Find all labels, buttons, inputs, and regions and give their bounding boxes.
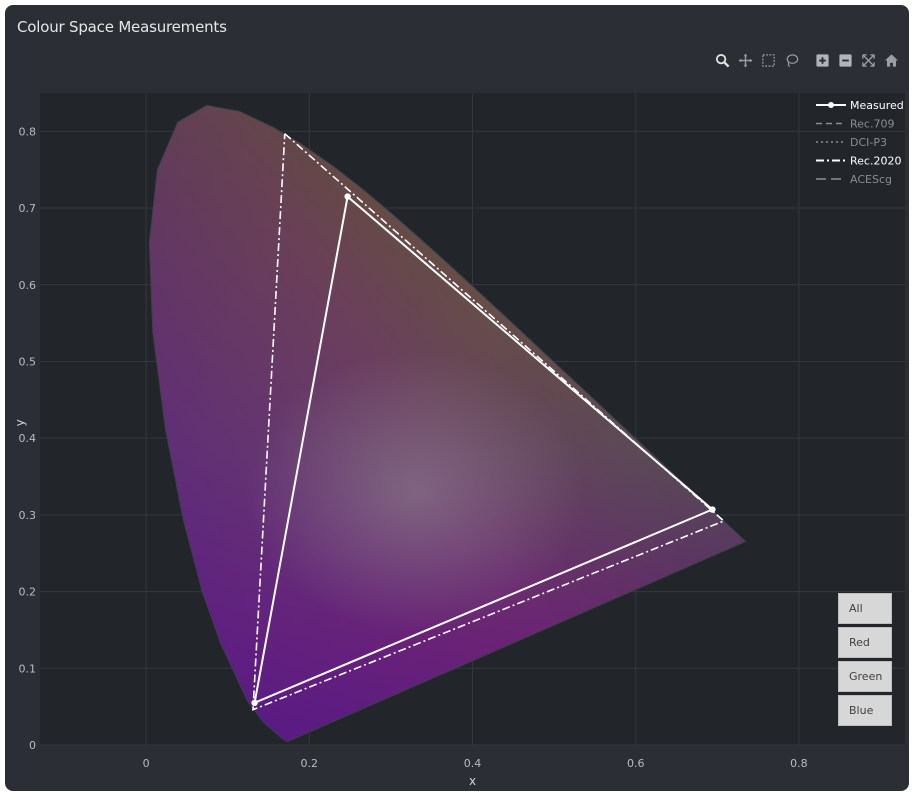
chart-title: Colour Space Measurements (17, 18, 227, 36)
x-tick-label: 0.2 (301, 757, 319, 770)
y-tick-label: 0.3 (19, 509, 37, 522)
y-axis-title: y (13, 419, 27, 426)
pan-icon[interactable] (737, 52, 754, 69)
measured-point (709, 506, 716, 513)
legend-label: DCI-P3 (850, 136, 887, 149)
legend-marker (828, 102, 834, 108)
box-select-icon[interactable] (760, 52, 777, 69)
series-line-measured (253, 195, 715, 705)
reset-axes-icon[interactable] (883, 52, 900, 69)
measured-point (251, 699, 258, 707)
lasso-select-icon[interactable] (783, 52, 800, 69)
y-tick-label: 0.6 (19, 279, 37, 292)
y-tick-label: 0.4 (19, 432, 37, 445)
x-tick-label: 0 (143, 757, 150, 770)
zoom-in-icon[interactable] (814, 52, 831, 69)
measured-point (344, 193, 351, 200)
series-line-rec-2020 (252, 133, 726, 711)
all-button[interactable]: All (838, 593, 892, 624)
x-tick-label: 0.8 (790, 757, 808, 770)
autoscale-icon[interactable] (860, 52, 877, 69)
legend-label: Measured (850, 99, 904, 112)
legend-label: Rec.709 (850, 118, 894, 131)
y-tick-label: 0.7 (19, 202, 37, 215)
y-tick-label: 0.8 (19, 125, 37, 138)
zoom-icon[interactable] (714, 52, 731, 69)
legend-label: ACEScg (850, 173, 892, 186)
blue-button[interactable]: Blue (838, 695, 892, 726)
zoom-out-icon[interactable] (837, 52, 854, 69)
x-tick-label: 0.6 (627, 757, 645, 770)
green-button[interactable]: Green (838, 661, 892, 692)
x-tick-label: 0.4 (464, 757, 482, 770)
y-tick-label: 0.1 (19, 662, 37, 675)
y-tick-label: 0.2 (19, 586, 37, 599)
legend-label: Rec.2020 (850, 155, 901, 168)
x-axis-title: x (469, 774, 476, 788)
series-filter-buttons: All Red Green Blue (838, 593, 892, 726)
chart-toolbar (714, 52, 900, 69)
y-tick-label: 0.5 (19, 355, 37, 368)
white-point-glow (245, 351, 586, 632)
y-tick-label: 0 (29, 739, 36, 752)
red-button[interactable]: Red (838, 627, 892, 658)
